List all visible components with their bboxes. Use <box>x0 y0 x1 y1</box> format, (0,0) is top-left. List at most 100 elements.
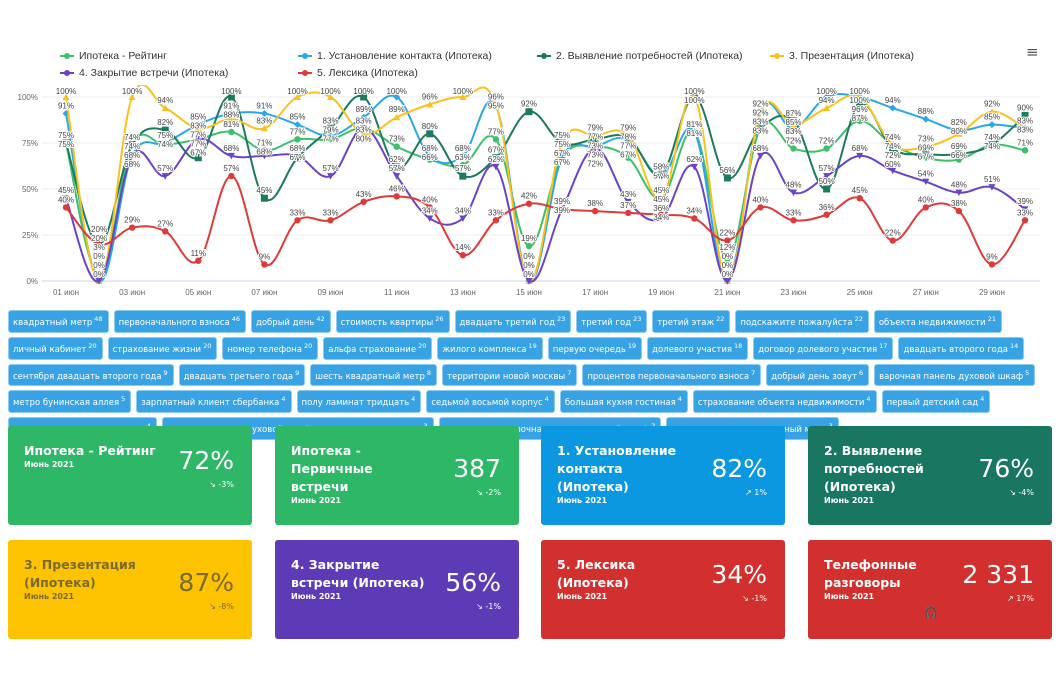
keyword-tag[interactable]: объекта недвижимости 21 <box>873 310 1002 333</box>
keyword-tag[interactable]: первую очередь 19 <box>547 336 643 360</box>
keyword-tag[interactable]: первоначального взноса 46 <box>113 310 246 333</box>
kpi-card[interactable]: 1. Установление контакта (Ипотека) Июнь 2… <box>541 426 785 525</box>
keyword-tag[interactable]: жилого комплекса 19 <box>437 336 543 360</box>
kpi-card[interactable]: 3. Презентация (Ипотека) Июнь 2021 87% ↘ -8… <box>8 540 252 639</box>
keyword-tag[interactable]: шесть квадратный метр 8 <box>310 363 438 387</box>
keyword-tag[interactable]: третий год 23 <box>576 310 648 333</box>
data-point <box>591 132 599 139</box>
data-label: 27% <box>157 219 173 228</box>
data-label: 33% <box>786 208 802 217</box>
data-point <box>790 117 798 125</box>
data-label: 81% <box>223 120 239 129</box>
hamburger-menu-icon[interactable]: ≡ <box>1026 43 1039 61</box>
keyword-tag[interactable]: процентов первоначального взноса 7 <box>582 363 762 387</box>
keyword-tag[interactable]: большая кухня гостиная 4 <box>559 390 688 414</box>
keyword-tag[interactable]: договор долевого участия 17 <box>753 336 894 360</box>
data-label: 67% <box>554 158 570 167</box>
keyword-tag[interactable]: двадцать третий год 23 <box>454 310 572 333</box>
kpi-card[interactable]: 5. Лексика (Ипотека) Июнь 2021 34% ↘ -1% <box>541 540 785 639</box>
tag-count: 22 <box>854 315 863 323</box>
keyword-tag[interactable]: двадцать второго года 14 <box>898 336 1025 360</box>
keyword-tag[interactable]: первый детский сад 4 <box>881 390 991 414</box>
keyword-tag[interactable]: альфа страхование 20 <box>323 336 433 360</box>
kpi-card[interactable]: 2. Выявление потребностей (Ипотека) Июнь … <box>808 426 1052 525</box>
kpi-card[interactable]: Ипотека - Первичные встречи Июнь 2021 387 ↘… <box>275 426 519 525</box>
legend-item[interactable]: 2. Выявление потребностей (Ипотека) <box>537 50 743 62</box>
data-point <box>922 150 930 158</box>
data-point <box>658 211 665 218</box>
data-point <box>756 152 764 160</box>
card-title: 2. Выявление потребностей (Ипотека) <box>824 443 924 494</box>
data-label: 92% <box>752 100 768 109</box>
keyword-tag[interactable]: сентября двадцать второго года 9 <box>8 363 174 387</box>
keyword-tag[interactable]: двадцать третьего года 9 <box>178 363 306 387</box>
tag-text: седьмой восьмой корпус <box>431 398 543 409</box>
legend-item[interactable]: 4. Закрытие встречи (Ипотека) <box>60 67 228 79</box>
keyword-tag[interactable]: номер телефона 20 <box>222 336 319 360</box>
series-line-2 <box>65 93 1026 283</box>
data-label: 67% <box>190 149 206 158</box>
legend-item[interactable]: 1. Установление контакта (Ипотека) <box>298 50 492 62</box>
data-label: 83% <box>356 116 372 125</box>
legend-item[interactable]: Ипотека - Рейтинг <box>60 50 167 62</box>
data-label: 0% <box>93 261 105 270</box>
legend-label: 4. Закрытие встречи (Ипотека) <box>79 67 229 79</box>
card-delta: ↘ -2% <box>476 488 501 497</box>
legend-item[interactable]: 5. Лексика (Ипотека) <box>298 67 418 79</box>
keyword-tag[interactable]: личный кабинет 20 <box>8 336 103 360</box>
data-label: 77% <box>190 140 206 149</box>
data-label: 100% <box>122 87 142 96</box>
card-title: Телефонные разговоры <box>824 557 917 590</box>
data-label: 22% <box>719 229 735 238</box>
data-point <box>327 124 335 132</box>
keyword-tag[interactable]: стоимость квартиры 26 <box>335 310 450 333</box>
keyword-tag[interactable]: добрый день зовут 6 <box>766 363 870 387</box>
keyword-tag[interactable]: зарплатный клиент сбербанка 4 <box>136 390 292 414</box>
kpi-card[interactable]: Телефонные разговоры Июнь 2021 2 331 ↗ 17% 🎧 <box>808 540 1052 639</box>
keyword-tag[interactable]: седьмой восьмой корпус 4 <box>426 390 555 414</box>
data-point <box>624 154 632 161</box>
data-label: 62% <box>389 155 405 164</box>
data-label: 85% <box>786 118 802 127</box>
data-label: 68% <box>852 144 868 153</box>
series-line-5 <box>65 127 1026 283</box>
data-label: 75% <box>554 140 570 149</box>
keyword-tag[interactable]: долевого участия 18 <box>647 336 749 360</box>
kpi-card[interactable]: Ипотека - Рейтинг Июнь 2021 72% ↘ -3% <box>8 426 252 525</box>
keyword-tag[interactable]: подскажите пожалуйста 22 <box>735 310 869 333</box>
data-label: 73% <box>918 135 934 144</box>
keyword-tag[interactable]: полу ламинат тридцать 4 <box>296 390 422 414</box>
tag-text: двадцать второго года <box>903 344 1008 355</box>
data-label: 94% <box>885 96 901 105</box>
keyword-tag[interactable]: метро бунинская аллея 5 <box>8 390 132 414</box>
keyword-tag[interactable]: территории новой москвы 7 <box>442 363 578 387</box>
tag-count: 6 <box>858 368 864 377</box>
keyword-tag[interactable]: варочная панель духовой шкаф 5 <box>874 363 1036 387</box>
keyword-tag[interactable]: квадратный метр 48 <box>8 310 109 333</box>
data-label: 95% <box>488 101 504 110</box>
data-point <box>955 150 963 158</box>
data-label: 0% <box>523 270 535 279</box>
data-label: 74% <box>984 133 1000 142</box>
data-label: 92% <box>521 100 537 109</box>
data-label: 73% <box>587 151 603 160</box>
keyword-tag[interactable]: страхование объекта недвижимости 4 <box>692 390 877 414</box>
x-tick-label: 11 июн <box>384 288 409 297</box>
data-label: 100% <box>56 87 76 96</box>
legend-item[interactable]: 3. Презентация (Ипотека) <box>770 50 914 62</box>
kpi-card[interactable]: 4. Закрытие встречи (Ипотека) Июнь 2021 56… <box>275 540 519 639</box>
tag-text: территории новой москвы <box>447 371 566 382</box>
keyword-tag[interactable]: третий этаж 22 <box>652 310 731 333</box>
card-period: Июнь 2021 <box>24 592 75 601</box>
data-label: 37% <box>620 201 636 210</box>
legend-marker-icon <box>60 70 74 76</box>
data-point <box>327 136 334 143</box>
data-label: 83% <box>1017 116 1033 125</box>
keyword-tag[interactable]: добрый день 42 <box>250 310 331 333</box>
data-point <box>227 93 235 101</box>
keyword-tag[interactable]: страхование жизни 20 <box>107 336 218 360</box>
data-label: 92% <box>752 109 768 118</box>
data-point <box>525 278 533 285</box>
data-label: 68% <box>223 144 239 153</box>
tag-text: двадцать третий год <box>459 317 555 328</box>
